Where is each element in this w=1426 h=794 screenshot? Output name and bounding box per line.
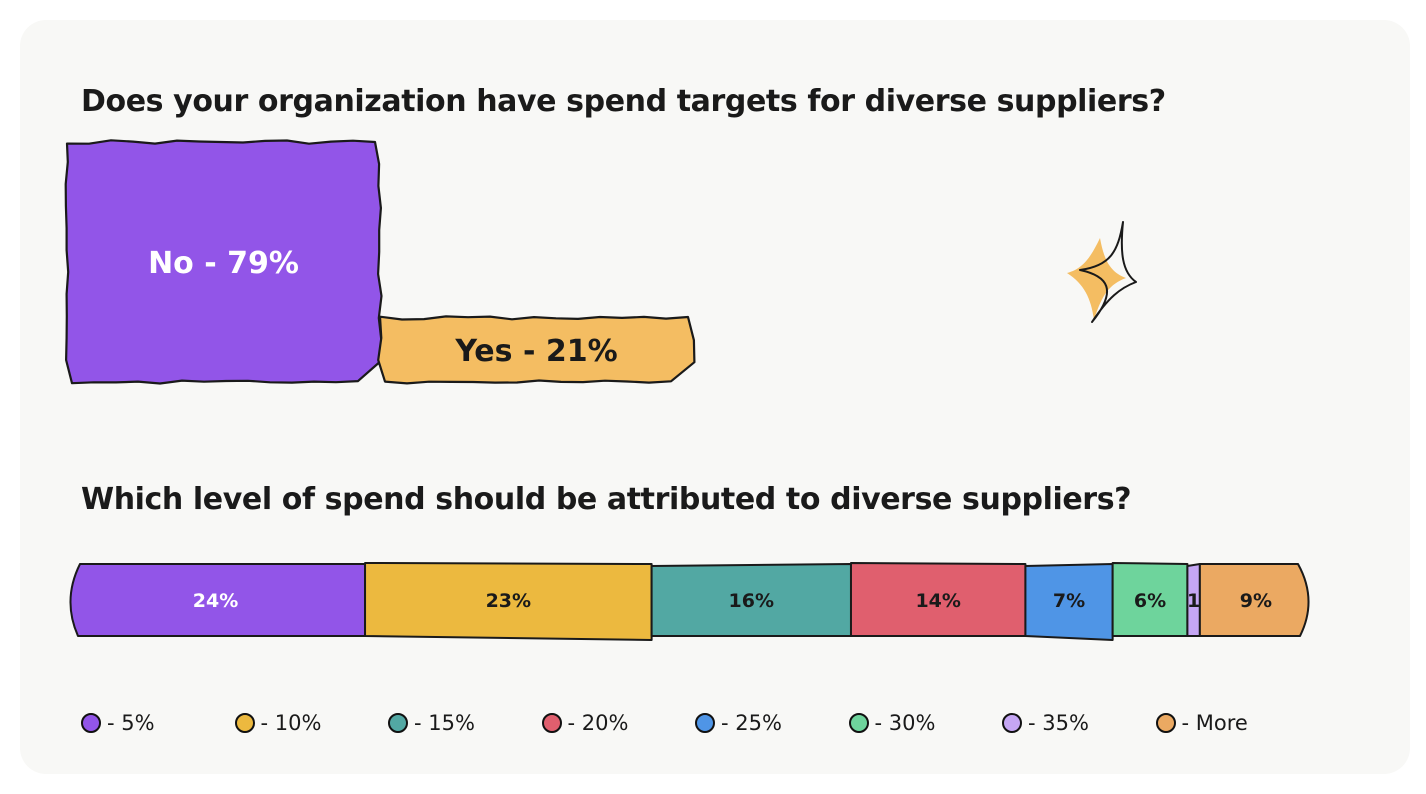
legend-label: - More xyxy=(1181,711,1248,735)
segment-label-8: 9% xyxy=(1240,590,1272,612)
legend-item-5: - 25% xyxy=(695,708,782,738)
sparkle-decoration xyxy=(1067,221,1137,323)
legend-swatch xyxy=(848,713,869,733)
legend-item-4: - 20% xyxy=(541,708,629,738)
legend-swatch xyxy=(695,713,715,733)
legend-swatch xyxy=(1155,713,1176,733)
segment-8 xyxy=(1198,563,1310,637)
legend-swatch xyxy=(388,713,408,733)
sparkle-icon xyxy=(1067,221,1137,323)
segment-label-2: 23% xyxy=(486,590,531,612)
legend-item-3: - 15% xyxy=(388,708,475,738)
legend-label: - 5% xyxy=(107,711,155,735)
segment-label-5: 7% xyxy=(1053,590,1085,612)
segment-label-4: 14% xyxy=(915,590,960,612)
legend-swatch xyxy=(541,713,562,733)
legend-swatch xyxy=(234,713,255,733)
legend-label: - 35% xyxy=(1028,711,1089,735)
legend-label: - 20% xyxy=(567,711,629,735)
legend-item-6: - 30% xyxy=(848,708,936,738)
segment-5 xyxy=(1024,563,1114,641)
bar-label-no: No - 79% xyxy=(148,246,299,281)
legend-label: - 15% xyxy=(414,711,475,735)
legend-item-1: - 5% xyxy=(81,708,155,738)
legend-swatch xyxy=(81,713,101,733)
segment-label-6: 6% xyxy=(1134,590,1166,612)
survey-card: Does your organization have spend target… xyxy=(20,20,1410,774)
legend: - 5% - 10% - 15% - 20% - 25% - 30% - 35% - More xyxy=(81,708,1381,738)
spend-level-stacked-bar: 24% 23% 16% 14% 7% 6% 1 9% xyxy=(69,562,1310,641)
question-title-spend-targets: Does your organization have spend target… xyxy=(81,84,1166,119)
segment-1 xyxy=(69,563,367,637)
legend-label: - 10% xyxy=(260,711,322,735)
legend-label: - 25% xyxy=(721,711,782,735)
legend-item-7: - 35% xyxy=(1002,708,1089,738)
question-title-spend-level: Which level of spend should be attribute… xyxy=(81,482,1132,517)
segment-2 xyxy=(364,562,653,641)
legend-item-2: - 10% xyxy=(234,708,322,738)
spend-targets-bar-chart: No - 79% Yes - 21% xyxy=(64,139,696,385)
bar-yes xyxy=(377,315,696,385)
legend-item-8: - More xyxy=(1155,708,1248,738)
legend-swatch xyxy=(1002,713,1022,733)
bar-label-yes: Yes - 21% xyxy=(454,334,617,369)
legend-label: - 30% xyxy=(874,711,936,735)
segment-label-3: 16% xyxy=(729,590,774,612)
segment-label-1: 24% xyxy=(193,590,238,612)
bar-no xyxy=(64,139,383,385)
segment-label-7: 1 xyxy=(1187,590,1200,612)
